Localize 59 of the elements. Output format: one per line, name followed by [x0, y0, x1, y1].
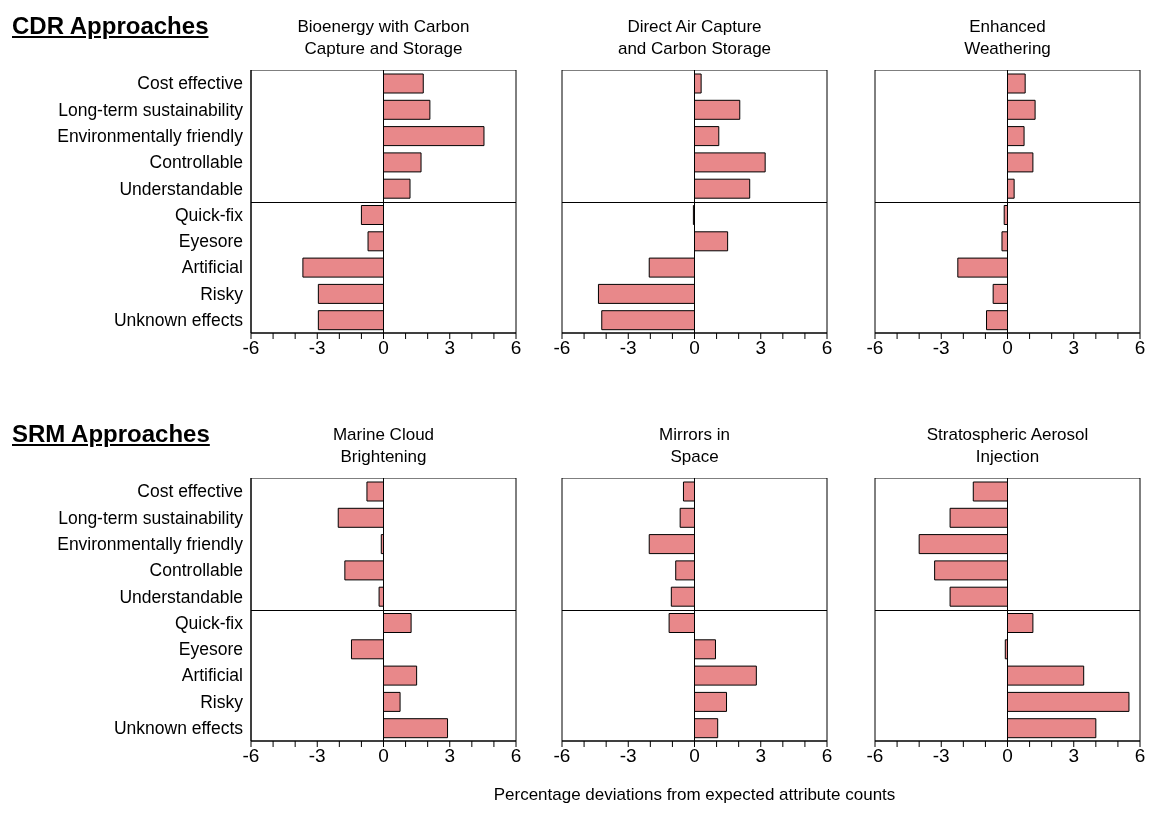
x-tick-label: 3: [444, 337, 456, 359]
y-tick-label: Quick-fix: [174, 612, 244, 633]
x-tick-label: 3: [1068, 337, 1080, 359]
chart-title: Enhanced Weathering: [963, 16, 1052, 60]
y-tick-label: Environmentally friendly: [57, 125, 244, 146]
x-tick-label: 3: [755, 337, 767, 359]
y-tick-label: Controllable: [149, 560, 243, 581]
x-tick-label: -3: [932, 337, 950, 359]
x-tick-label: 6: [510, 337, 522, 359]
y-tick-label: Risky: [200, 283, 244, 304]
text: CDR Approaches: [12, 12, 209, 40]
y-tick-label: Unknown effects: [113, 718, 244, 739]
x-tick-label: 3: [755, 745, 767, 767]
chart-title: Marine Cloud Brightening: [331, 424, 436, 468]
y-tick-label: Long-term sustainability: [58, 99, 244, 120]
y-tick-label: Long-term sustainability: [58, 507, 244, 528]
x-tick-label: -6: [242, 745, 260, 767]
y-tick-label: Environmentally friendly: [57, 533, 244, 554]
y-tick-label: Eyesore: [178, 231, 243, 252]
x-tick-label: 3: [1068, 745, 1080, 767]
x-tick-label: -6: [242, 337, 260, 359]
y-tick-label: Artificial: [181, 665, 243, 686]
chart-title: Stratospheric Aerosol Injection: [925, 424, 1090, 468]
y-tick-label: Understandable: [119, 178, 243, 199]
y-tick-label: Eyesore: [178, 639, 243, 660]
text: SRM Approaches: [12, 420, 210, 448]
y-tick-label: Unknown effects: [113, 310, 244, 331]
chart-title: Bioenergy with Carbon Capture and Storage: [296, 16, 471, 60]
x-tick-label: -3: [619, 745, 637, 767]
x-tick-label: -6: [866, 745, 884, 767]
y-tick-label: Artificial: [181, 257, 243, 278]
x-tick-label: 6: [821, 745, 833, 767]
y-tick-label: Quick-fix: [174, 204, 244, 225]
x-tick-label: -6: [866, 337, 884, 359]
x-tick-label: 6: [510, 745, 522, 767]
x-tick-label: 0: [378, 337, 389, 359]
x-axis-title: Percentage deviations from expected attribute counts: [492, 785, 897, 805]
y-tick-label: Understandable: [119, 586, 243, 607]
x-tick-label: 3: [444, 745, 456, 767]
chart-title: Mirrors in Space: [658, 424, 731, 468]
chart-title: Direct Air Capture and Carbon Storage: [616, 16, 773, 60]
x-tick-label: 6: [821, 337, 833, 359]
x-tick-label: -3: [308, 745, 326, 767]
x-tick-label: 0: [689, 745, 700, 767]
x-tick-label: 0: [1002, 337, 1013, 359]
x-tick-label: 0: [378, 745, 389, 767]
y-tick-label: Risky: [200, 691, 244, 712]
x-tick-label: -3: [619, 337, 637, 359]
y-tick-label: Cost effective: [137, 73, 243, 94]
x-tick-label: 0: [1002, 745, 1013, 767]
x-tick-label: 0: [689, 337, 700, 359]
y-tick-label: Controllable: [149, 152, 243, 173]
x-tick-label: -3: [932, 745, 950, 767]
x-tick-label: -6: [553, 337, 571, 359]
x-tick-label: -6: [553, 745, 571, 767]
x-tick-label: -3: [308, 337, 326, 359]
y-tick-label: Cost effective: [137, 481, 243, 502]
x-tick-label: 6: [1134, 745, 1146, 767]
x-tick-label: 6: [1134, 337, 1146, 359]
